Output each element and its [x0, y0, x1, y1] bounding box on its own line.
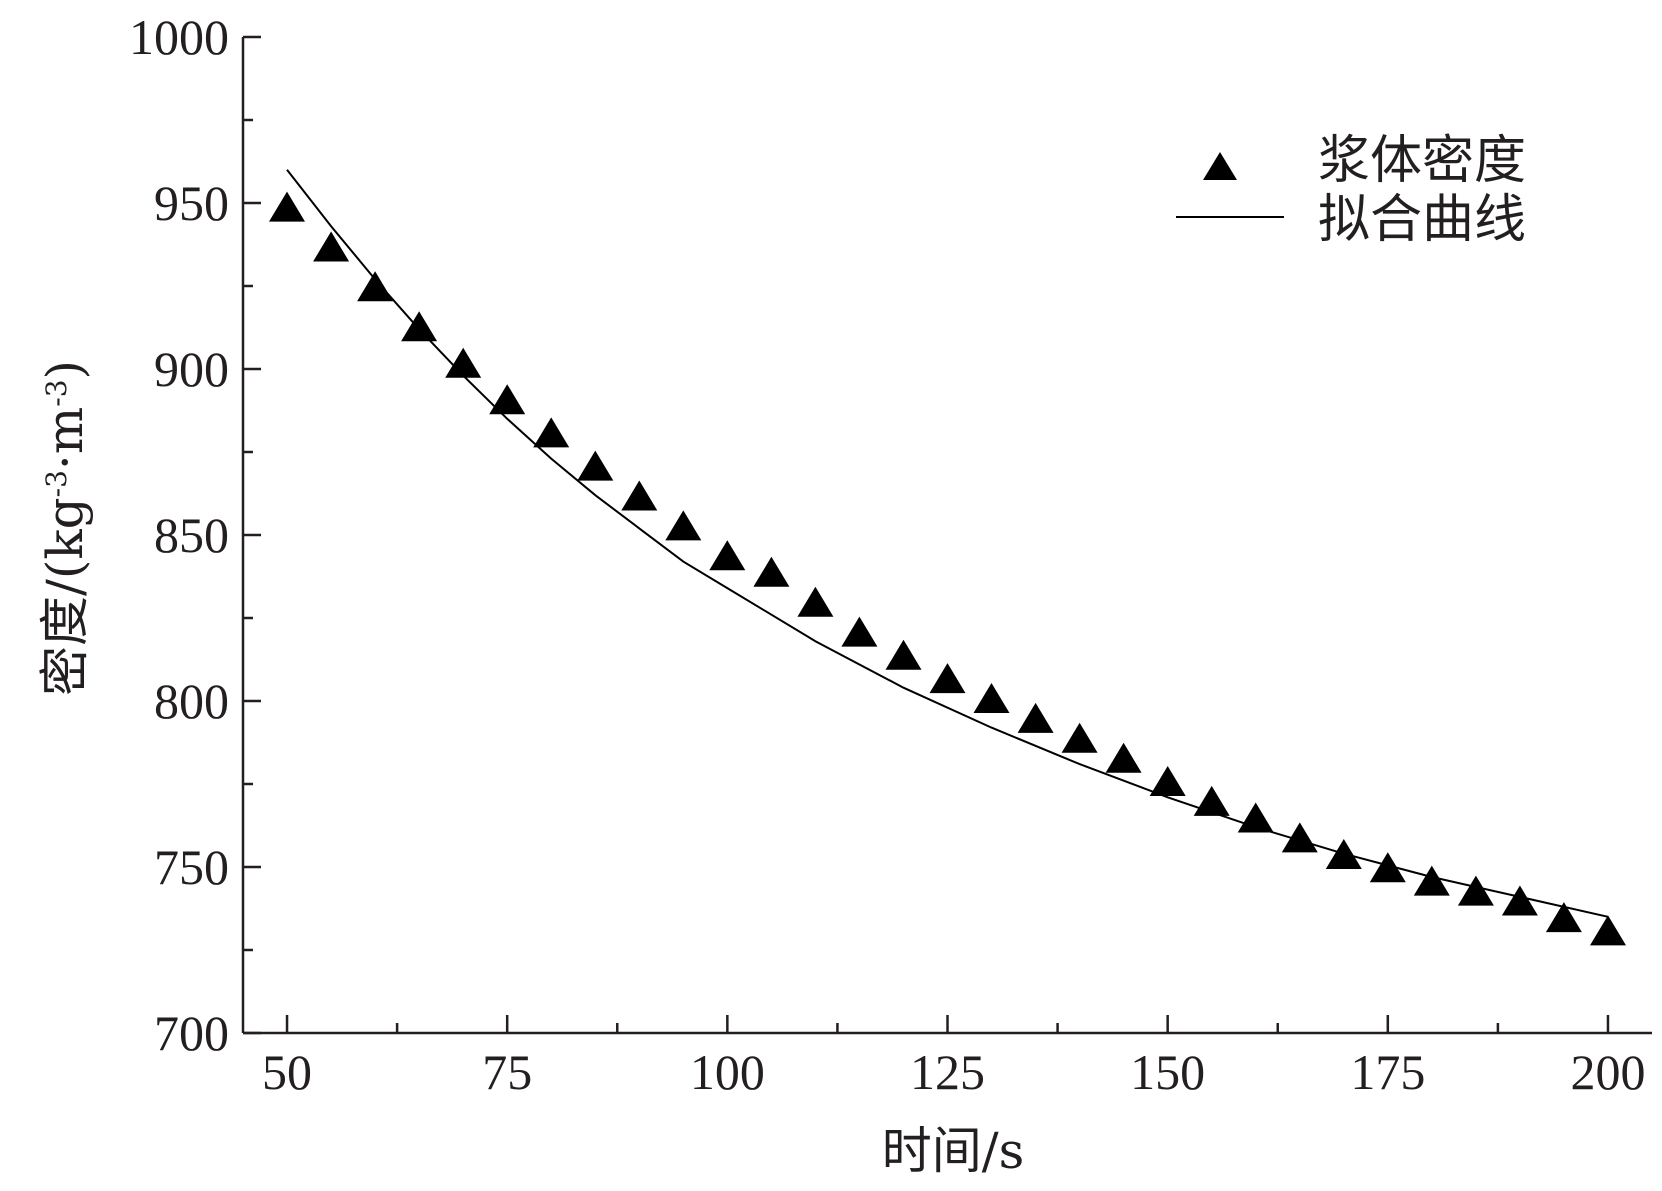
density-point-marker [401, 311, 438, 342]
density-point-marker [1237, 802, 1274, 833]
density-point-marker [1281, 822, 1318, 853]
x-axis-title: 时间/s [882, 1122, 1025, 1180]
y-axis-title: 密度/(kg-3·m-3) [36, 360, 94, 696]
density-point-marker [1457, 875, 1494, 906]
legend-triangle-marker [1203, 152, 1237, 180]
density-point-marker [1193, 785, 1230, 816]
legend-label-density: 浆体密度 [1318, 131, 1526, 191]
density-point-marker [621, 480, 658, 511]
density-point-marker [489, 384, 526, 415]
y-tick-label: 850 [154, 507, 229, 563]
y-tick-label: 700 [154, 1005, 229, 1061]
density-point-marker [665, 510, 702, 541]
density-point-marker [357, 271, 394, 302]
density-point-marker [1590, 915, 1626, 946]
y-axis-title-unit: ·m [36, 407, 94, 470]
x-tick-label: 100 [690, 1044, 765, 1100]
density-point-marker [797, 586, 834, 617]
density-point-marker [445, 347, 482, 378]
density-points [269, 191, 1626, 946]
y-axis-title-exponent-2: -3 [40, 379, 73, 406]
density-point-marker [1545, 902, 1582, 933]
density-point-marker [1017, 702, 1054, 733]
y-axis-title-close: ) [36, 360, 94, 380]
density-point-marker [1369, 852, 1406, 883]
y-tick-label: 800 [154, 673, 229, 729]
plot-area [269, 169, 1626, 946]
x-tick-label: 175 [1350, 1044, 1425, 1100]
x-tick-label: 200 [1570, 1044, 1645, 1100]
density-point-marker [973, 683, 1010, 713]
density-point-marker [885, 639, 922, 670]
density-point-marker [313, 231, 350, 262]
legend: 浆体密度 拟合曲线 [1176, 131, 1526, 250]
density-point-marker [709, 540, 746, 571]
x-axis-ticks: 50 75 100 125 150 175 200 [262, 1015, 1645, 1100]
y-axis-title-main: 密度/(kg [36, 497, 94, 696]
y-tick-label: 950 [154, 175, 229, 231]
y-axis-title-exponent-1: -3 [40, 470, 73, 497]
x-tick-label: 75 [482, 1044, 532, 1100]
density-point-marker [1501, 885, 1538, 916]
fit-curve-line [286, 169, 1609, 918]
y-axis-ticks: 700 750 800 850 900 950 1000 [129, 9, 261, 1061]
density-point-marker [1149, 766, 1186, 796]
density-point-marker [929, 663, 966, 694]
density-point-marker [841, 616, 878, 647]
x-tick-label: 150 [1130, 1044, 1205, 1100]
y-tick-label: 900 [154, 341, 229, 397]
density-point-marker [269, 191, 305, 222]
density-point-marker [577, 450, 614, 481]
y-tick-label: 750 [154, 839, 229, 895]
density-point-marker [753, 556, 790, 587]
legend-label-fit: 拟合曲线 [1318, 190, 1526, 250]
x-tick-label: 50 [262, 1044, 312, 1100]
x-tick-label: 125 [910, 1044, 985, 1100]
density-point-marker [1105, 742, 1142, 773]
density-point-marker [1325, 839, 1362, 869]
y-tick-label: 1000 [129, 9, 229, 65]
density-point-marker [533, 417, 570, 448]
density-point-marker [1413, 865, 1450, 896]
density-point-marker [1061, 722, 1098, 753]
